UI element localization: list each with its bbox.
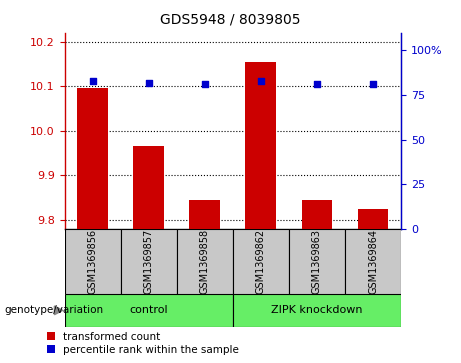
Point [369,81,377,87]
Text: GSM1369857: GSM1369857 [144,229,154,294]
Bar [133,146,164,229]
Bar [177,229,233,294]
Point [89,78,96,84]
Bar [77,88,108,229]
Text: GSM1369856: GSM1369856 [88,229,98,294]
Bar [233,294,401,327]
Point [257,78,265,84]
Text: GSM1369863: GSM1369863 [312,229,322,294]
Text: GDS5948 / 8039805: GDS5948 / 8039805 [160,13,301,27]
Bar [65,229,121,294]
Point [201,81,208,87]
Bar [345,229,401,294]
Bar [358,209,389,229]
Text: GSM1369858: GSM1369858 [200,229,210,294]
Point [313,81,321,87]
Text: genotype/variation: genotype/variation [5,305,104,315]
Text: GSM1369862: GSM1369862 [256,229,266,294]
Text: ZIPK knockdown: ZIPK knockdown [271,305,363,315]
Bar [189,200,220,229]
Legend: transformed count, percentile rank within the sample: transformed count, percentile rank withi… [47,332,239,355]
Bar [301,200,332,229]
Text: GSM1369864: GSM1369864 [368,229,378,294]
Bar [245,62,276,229]
Bar [121,229,177,294]
Bar [233,229,289,294]
Point [145,79,152,85]
Bar [289,229,345,294]
Polygon shape [54,306,63,315]
Text: control: control [130,305,168,315]
Bar [65,294,233,327]
